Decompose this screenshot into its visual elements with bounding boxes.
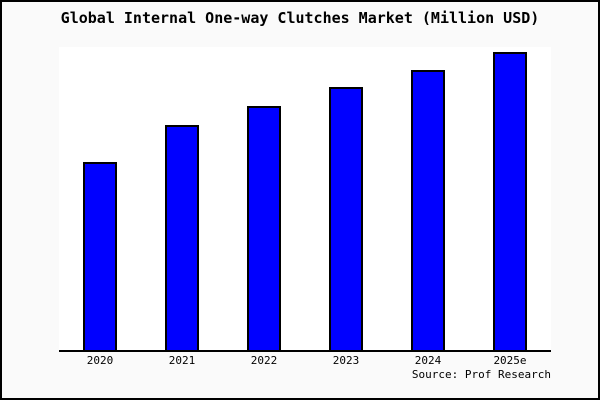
x-axis-tick-labels: 2020 2021 2022 2023 2024 2025e (59, 354, 551, 369)
bar-2024 (411, 70, 445, 350)
x-tick-label-2025e: 2025e (493, 354, 527, 367)
x-tick-label-2021: 2021 (168, 354, 196, 367)
x-tick-label-2020: 2020 (86, 354, 114, 367)
bar-2023 (329, 87, 363, 350)
plot-area (59, 47, 551, 352)
x-tick-label-2024: 2024 (414, 354, 442, 367)
source-label: Source: Prof Research (411, 368, 551, 381)
bar-2022 (247, 106, 281, 350)
bar-2020 (83, 162, 117, 350)
chart-title: Global Internal One-way Clutches Market … (60, 9, 540, 27)
bar-2021 (165, 125, 199, 350)
x-tick-label-2023: 2023 (332, 354, 360, 367)
x-tick-label-2022: 2022 (250, 354, 278, 367)
bar-2025e (493, 52, 527, 350)
